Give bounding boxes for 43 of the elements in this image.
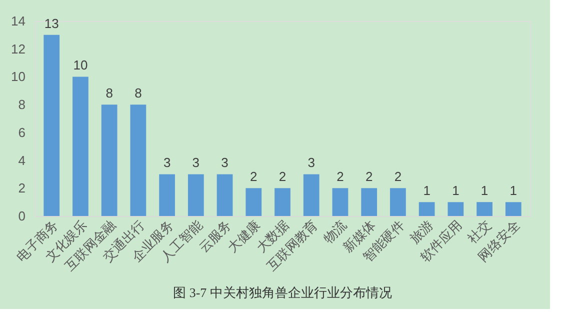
caption: 图 3-7 中关村独角兽企业行业分布情况 — [173, 285, 392, 300]
bar — [303, 174, 320, 216]
data-label: 2 — [278, 169, 286, 184]
bar — [44, 34, 60, 216]
y-tick-label: 0 — [18, 208, 26, 224]
bar — [72, 76, 88, 216]
bar — [390, 188, 406, 216]
bar — [101, 104, 118, 216]
y-tick-label: 14 — [11, 14, 26, 28]
data-label: 2 — [336, 169, 344, 184]
bar — [216, 174, 233, 216]
data-label: 1 — [510, 183, 518, 198]
data-label: 1 — [423, 183, 430, 198]
bar — [361, 188, 378, 216]
data-label: 3 — [192, 155, 200, 170]
bar — [246, 188, 262, 216]
bar — [332, 188, 348, 216]
bar — [274, 188, 290, 216]
data-label: 2 — [250, 169, 258, 184]
data-label: 1 — [480, 183, 488, 198]
data-label: 8 — [106, 86, 113, 101]
y-tick-label: 2 — [18, 180, 26, 196]
bar — [418, 202, 435, 216]
bar — [188, 174, 204, 216]
y-tick-label: 8 — [18, 97, 26, 112]
y-tick-label: 6 — [18, 124, 26, 140]
data-label: 8 — [134, 86, 142, 101]
bar — [476, 202, 492, 216]
bar — [130, 104, 146, 216]
data-label: 2 — [365, 169, 373, 184]
data-label: 3 — [308, 155, 315, 170]
y-tick-label: 10 — [11, 69, 26, 84]
y-tick-label: 12 — [11, 41, 26, 56]
data-label: 3 — [163, 155, 171, 170]
bar — [159, 174, 175, 216]
data-label: 10 — [73, 58, 88, 73]
data-label: 2 — [394, 169, 402, 184]
data-label: 13 — [44, 16, 59, 31]
data-label: 1 — [452, 183, 460, 198]
data-label: 3 — [221, 155, 228, 170]
bar — [505, 202, 522, 216]
bar — [448, 202, 464, 216]
y-tick-label: 4 — [18, 152, 26, 168]
